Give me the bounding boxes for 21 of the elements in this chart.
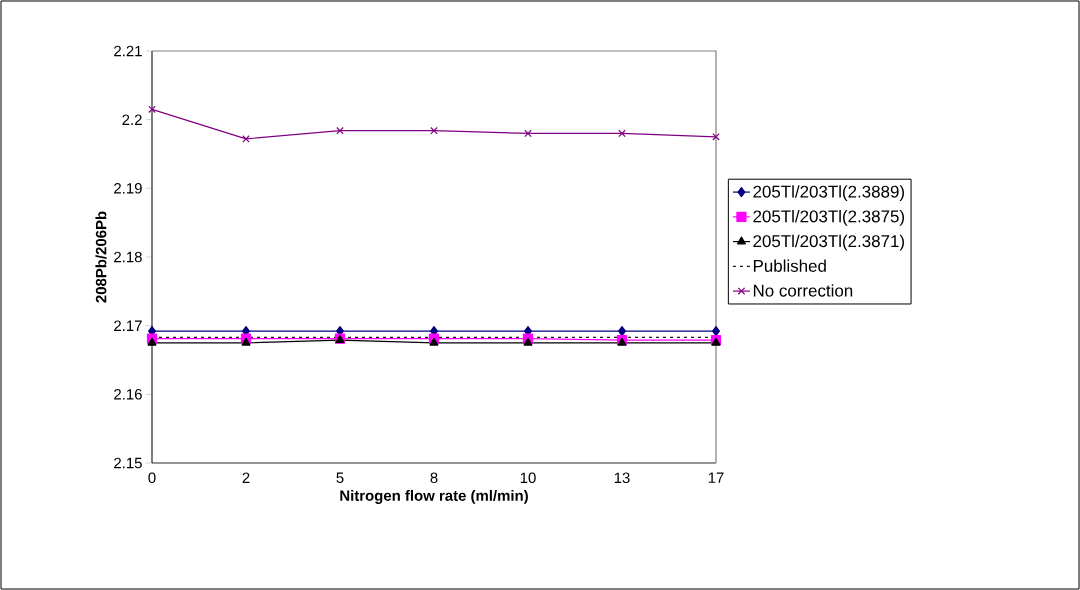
y-tick-label: 2.18 bbox=[114, 251, 142, 263]
x-tick-label: 10 bbox=[520, 472, 536, 484]
x-tick-label: 0 bbox=[148, 472, 156, 484]
y-tick-label: 2.17 bbox=[114, 320, 142, 331]
y-tick-label: 2.21 bbox=[114, 45, 142, 57]
y-tick-label: 2.2 bbox=[122, 114, 142, 125]
y-tick-label: 2.15 bbox=[114, 457, 142, 469]
y-tick-label: 2.16 bbox=[114, 389, 142, 400]
x-tick-label: 5 bbox=[336, 472, 344, 483]
x-tick-label: 17 bbox=[708, 472, 724, 483]
y-axis-title: 208Pb/206Pb bbox=[95, 211, 107, 303]
legend-label: 205Tl/203Tl(2.3871) bbox=[753, 234, 904, 251]
x-tick-label: 2 bbox=[242, 472, 250, 483]
y-tick-label: 2.19 bbox=[114, 183, 142, 194]
legend-label: 205Tl/203Tl(2.3875) bbox=[753, 209, 904, 226]
x-tick-label: 13 bbox=[614, 472, 630, 484]
x-tick-label: 8 bbox=[430, 472, 438, 484]
x-axis-title: Nitrogen flow rate (ml/min) bbox=[340, 489, 528, 504]
legend-label: No correction bbox=[753, 284, 853, 297]
legend-label: 205Tl/203Tl(2.3889) bbox=[753, 185, 904, 201]
legend-label: Published bbox=[753, 259, 826, 272]
